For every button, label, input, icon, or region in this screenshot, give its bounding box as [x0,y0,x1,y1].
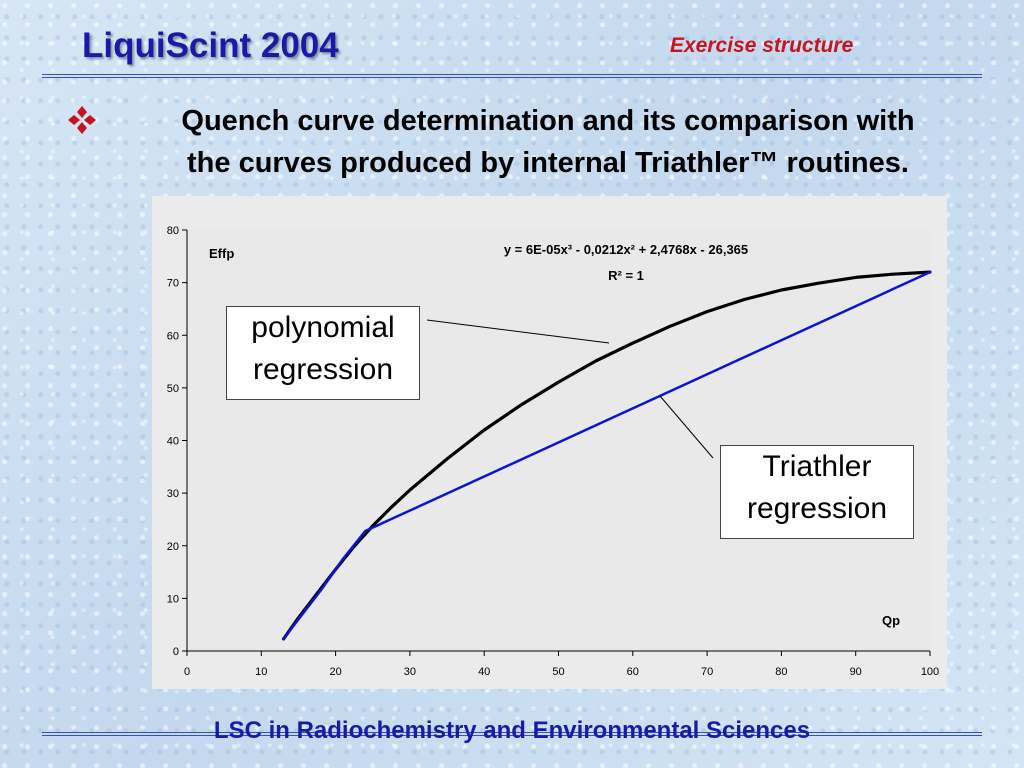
top-rule-1 [42,74,982,75]
series-lines [282,270,932,641]
x-tick-label: 40 [478,666,490,678]
triathler-callout-line-2: regression [746,492,888,525]
bullet-text: Quench curve determination and its compa… [108,100,988,184]
y-tick-label: 80 [167,225,179,237]
tick-labels: 0 10 20 30 40 50 60 70 80 0 10 20 30 40 50 60 70 80 90 100 [167,225,939,678]
bottom-rule-1 [42,732,982,733]
plot-area [187,230,930,651]
x-tick-label: 0 [184,666,190,678]
top-rule-2 [42,77,982,78]
x-tick-label: 50 [552,666,564,678]
polynomial-callout-line-1: polynomial [251,311,395,344]
axes [182,229,931,656]
bottom-rule-2 [42,735,982,736]
y-tick-label: 70 [167,278,179,290]
footer-text: LSC in Radiochemistry and Environmental … [213,717,811,744]
bullet-text-line-1: Quench curve determination and its compa… [181,105,915,137]
x-tick-label: 70 [701,666,713,678]
y-tick-label: 30 [167,488,179,500]
polynomial-callout-line [426,319,610,344]
y-tick-label: 20 [167,541,179,553]
x-tick-label: 10 [255,666,267,678]
y-tick-label: 10 [167,593,179,605]
polynomial-callout-line-2: regression [252,353,394,386]
y-tick-label: 50 [167,383,179,395]
chart-labels: Effp Qp y = 6E-05x³ - 0,0212x² + 2,4768x… [209,242,900,628]
r-squared: R² = 1 [608,268,644,283]
x-tick-label: 80 [775,666,787,678]
triathler-regression-line [282,270,932,641]
y-axis-label: Effp [209,246,234,261]
section-subtitle: Exercise structure [670,34,854,57]
x-tick-label: 60 [627,666,639,678]
x-tick-label: 100 [921,666,939,678]
page-title: LiquiScint 2004 [82,26,339,65]
diamond-bullet-icon [68,106,96,134]
x-tick-label: 30 [404,666,416,678]
x-tick-label: 20 [329,666,341,678]
polynomial-callout: polynomial regression [226,306,420,400]
regression-equation: y = 6E-05x³ - 0,0212x² + 2,4768x - 26,36… [504,242,748,257]
triathler-callout-line-1: Triathler [762,450,872,483]
triathler-callout-line [659,395,714,459]
y-tick-label: 0 [173,646,179,658]
bullet-text-line-2: the curves produced by internal Triathle… [187,147,909,179]
triathler-callout: Triathler regression [720,445,914,539]
y-tick-label: 40 [167,436,179,448]
y-tick-label: 60 [167,330,179,342]
x-tick-label: 90 [850,666,862,678]
x-axis-label: Qp [882,613,900,628]
quench-curve-chart: 0 10 20 30 40 50 60 70 80 0 10 20 30 40 50 60 70 80 90 100 … [152,196,947,689]
